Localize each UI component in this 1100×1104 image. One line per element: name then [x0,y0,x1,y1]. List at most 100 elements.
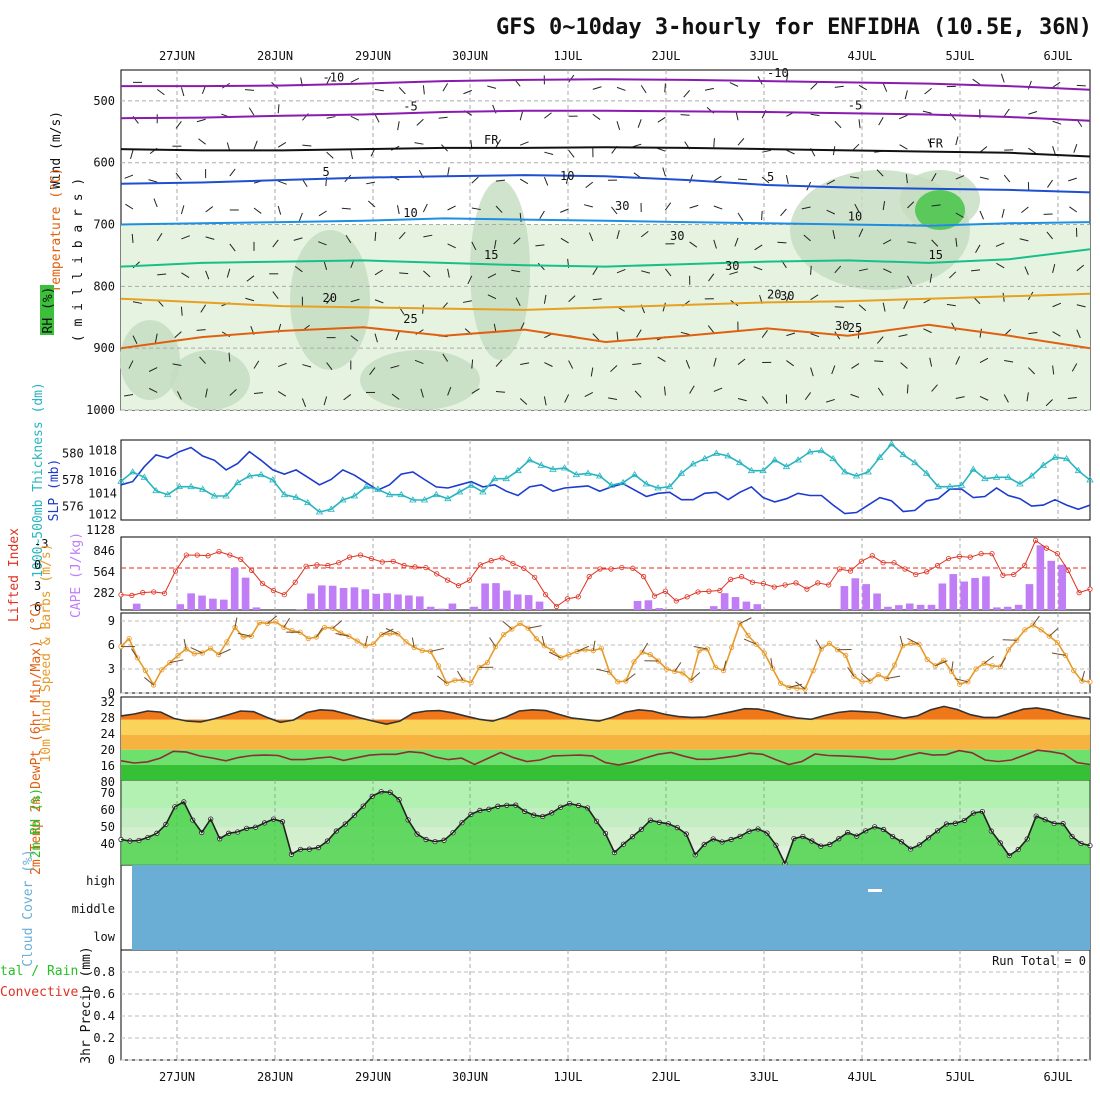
cape-bar [133,604,141,610]
cape-bar [1015,605,1023,610]
cape-bar [841,586,849,610]
temp-band [121,765,1090,780]
y-tick-temp: 28 [101,711,115,725]
wind-barb-upper [617,121,620,130]
y-tick-precip: 0.6 [93,987,115,1001]
wind-barb-upper [1028,148,1035,153]
cape-bar [655,608,663,610]
cape-bar [362,589,370,610]
wind-barb-upper [786,175,788,184]
y-tick-pressure: 700 [93,218,115,232]
cloud-level-label: low [93,930,115,944]
cape-bar [1026,584,1034,610]
cape-bar [449,604,457,610]
ylabel-cape: CAPE (J/kg) [69,532,84,618]
cape-bar [176,604,184,610]
wind-barb-upper [249,108,254,116]
wind-barb-upper [923,111,932,113]
isotherm-label: -10 [767,66,789,80]
wind-barb-upper [738,138,744,145]
rh-contour-label: 30 [835,319,849,333]
wind-barb-10m [284,618,290,627]
y-tick-thickness: 580 [62,446,84,460]
isotherm--5 [121,111,1090,121]
wind-barb-upper [487,86,496,88]
cape-bar [993,607,1001,610]
wind-barb-upper [874,361,883,362]
y-tick-thickness: 576 [62,500,84,514]
wind-barb-upper [327,117,336,119]
precip-legend-rain: tal / Rain [0,964,78,979]
wind-barb-upper [278,181,286,184]
y-tick-rh: 60 [101,803,115,817]
isotherm-label: 5 [323,165,330,179]
wind-barb-upper [899,115,907,119]
wind-barb-upper [658,117,666,122]
wind-barb-upper [299,213,302,221]
wind-barb-upper [520,142,528,145]
cape-bar [634,601,642,610]
wind-barb-10m [503,621,512,629]
y-tick-temp: 32 [101,695,115,709]
y-tick-temp: 20 [101,743,115,757]
wind-barb-upper [980,147,987,153]
wind-barb-upper [641,85,646,93]
rh-shade-blob [170,350,250,410]
x-tick-bottom: 5JUL [946,1070,975,1084]
wind-barb-upper [423,204,427,212]
y-tick-precip: 0 [108,1053,115,1067]
wind-barb-upper [907,384,908,393]
wind-barb-upper [811,83,817,89]
cape-bar [514,594,522,610]
wind-barb-upper [811,114,820,115]
y-tick-temp: 24 [101,727,115,741]
rh-band [121,780,1090,808]
wind-barb-10m [984,656,994,663]
wind-barb-upper [684,90,690,97]
isotherm-label: -5 [403,100,417,114]
rh-shade-blob [120,320,180,400]
wind-barb-upper [472,177,479,183]
wind-barb-10m [1049,628,1058,636]
wind-barb-upper [368,201,375,207]
wind-barb-upper [544,177,547,185]
wind-barb-upper [738,213,743,221]
y-tick-precip: 0.8 [93,965,115,979]
y-tick-temp: 16 [101,759,115,773]
ylabel-rh: RH (%) [41,287,56,334]
cape-bar [525,595,533,610]
cape-bar [939,583,947,610]
rh-shade-blob [360,350,480,410]
wind-barb-upper [154,199,157,207]
isotherm-label: 15 [484,248,498,262]
ylabel-temp: Temperature (°C) [49,167,64,292]
rh-contour-label: 30 [615,199,629,213]
wind-barb-upper [762,211,763,220]
wind-barb-upper [149,180,158,182]
wind-barb-upper [714,138,715,147]
cape-bar [198,596,206,610]
isotherm-label: -5 [848,98,862,112]
cape-bar [220,600,228,610]
rh-contour-label: 30 [725,259,739,273]
wind-barb-upper [730,83,738,87]
cloud-cover-fill [132,865,1090,950]
wind-barb-upper [835,86,844,87]
wind-barb-upper [327,152,334,158]
rh-contour-label: 30 [780,289,794,303]
wind-barb-upper [278,104,279,113]
wind-barb-upper [278,142,286,147]
wind-barb-upper [206,207,213,212]
wind-barb-upper [690,205,699,208]
wind-barb-upper [560,209,568,212]
cape-bar [351,587,359,610]
cloud-gap-mark [868,889,882,892]
isotherm-label: 10 [403,206,417,220]
thickness-line [121,444,1090,512]
cape-bar [873,593,881,610]
wind-barb-upper [198,139,205,144]
ylabel-cloud: Cloud Cover (%) [21,849,36,966]
cape-bar [971,578,979,610]
wind-barb-upper [520,112,522,121]
